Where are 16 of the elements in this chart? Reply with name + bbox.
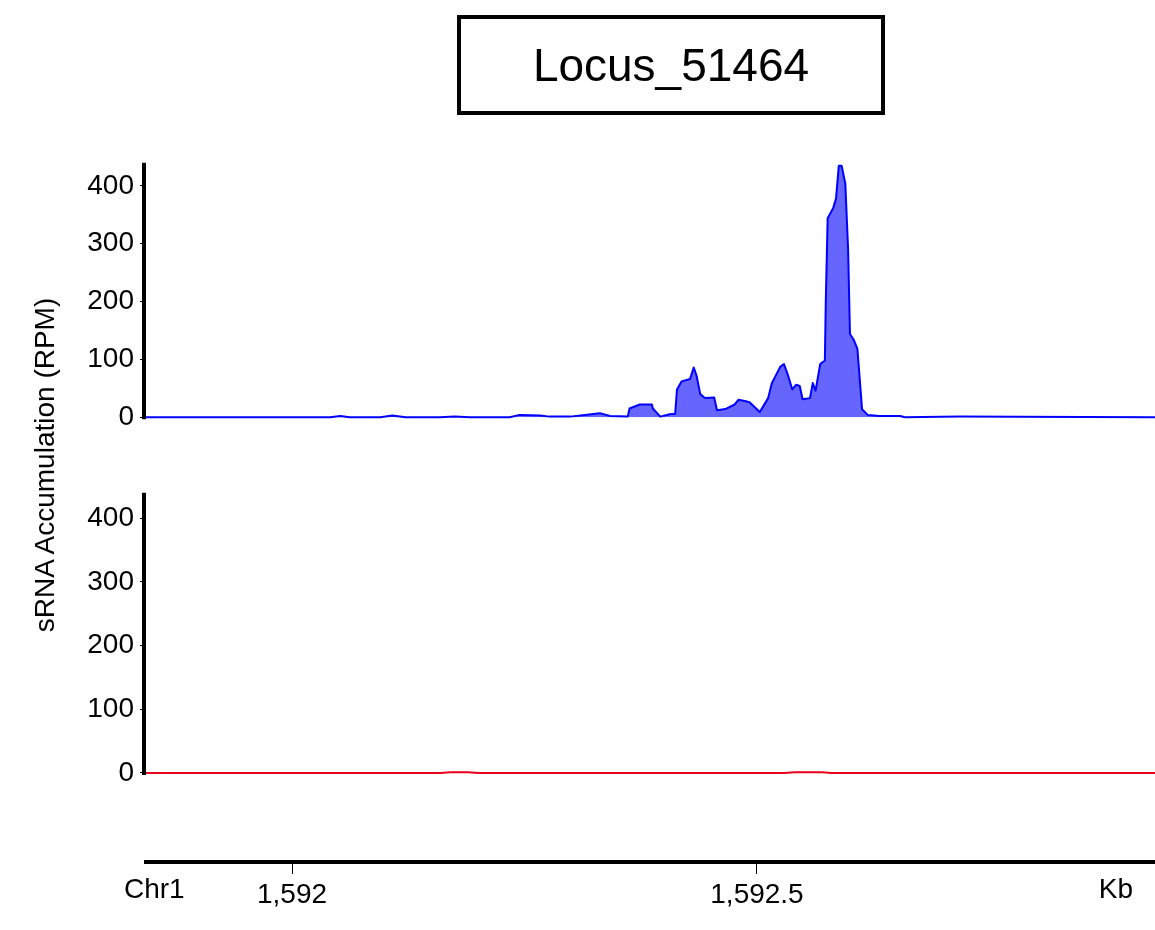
chart-title: Locus_51464 bbox=[457, 15, 885, 115]
y-tick-label: 300 bbox=[87, 564, 134, 596]
y-tick-label: 200 bbox=[87, 628, 134, 660]
x-tick-label: 1,592 bbox=[256, 877, 328, 909]
y-tick-label: 200 bbox=[87, 284, 134, 316]
y-axis-title: sRNA Accumulation (RPM) bbox=[29, 297, 61, 633]
y-tick-label: 100 bbox=[87, 691, 134, 723]
x-tick-label: 1,592.5 bbox=[710, 877, 804, 909]
y-tick-label: 300 bbox=[87, 226, 134, 258]
y-tick-label: 400 bbox=[87, 168, 134, 200]
x-axis-title: Kb bbox=[1098, 872, 1133, 904]
text: Chr1 bbox=[124, 872, 185, 904]
y-tick-label: 0 bbox=[118, 399, 134, 431]
y-tick-label: 100 bbox=[87, 342, 134, 374]
y-tick-label: 400 bbox=[87, 500, 134, 532]
y-tick-label: 0 bbox=[118, 755, 134, 787]
